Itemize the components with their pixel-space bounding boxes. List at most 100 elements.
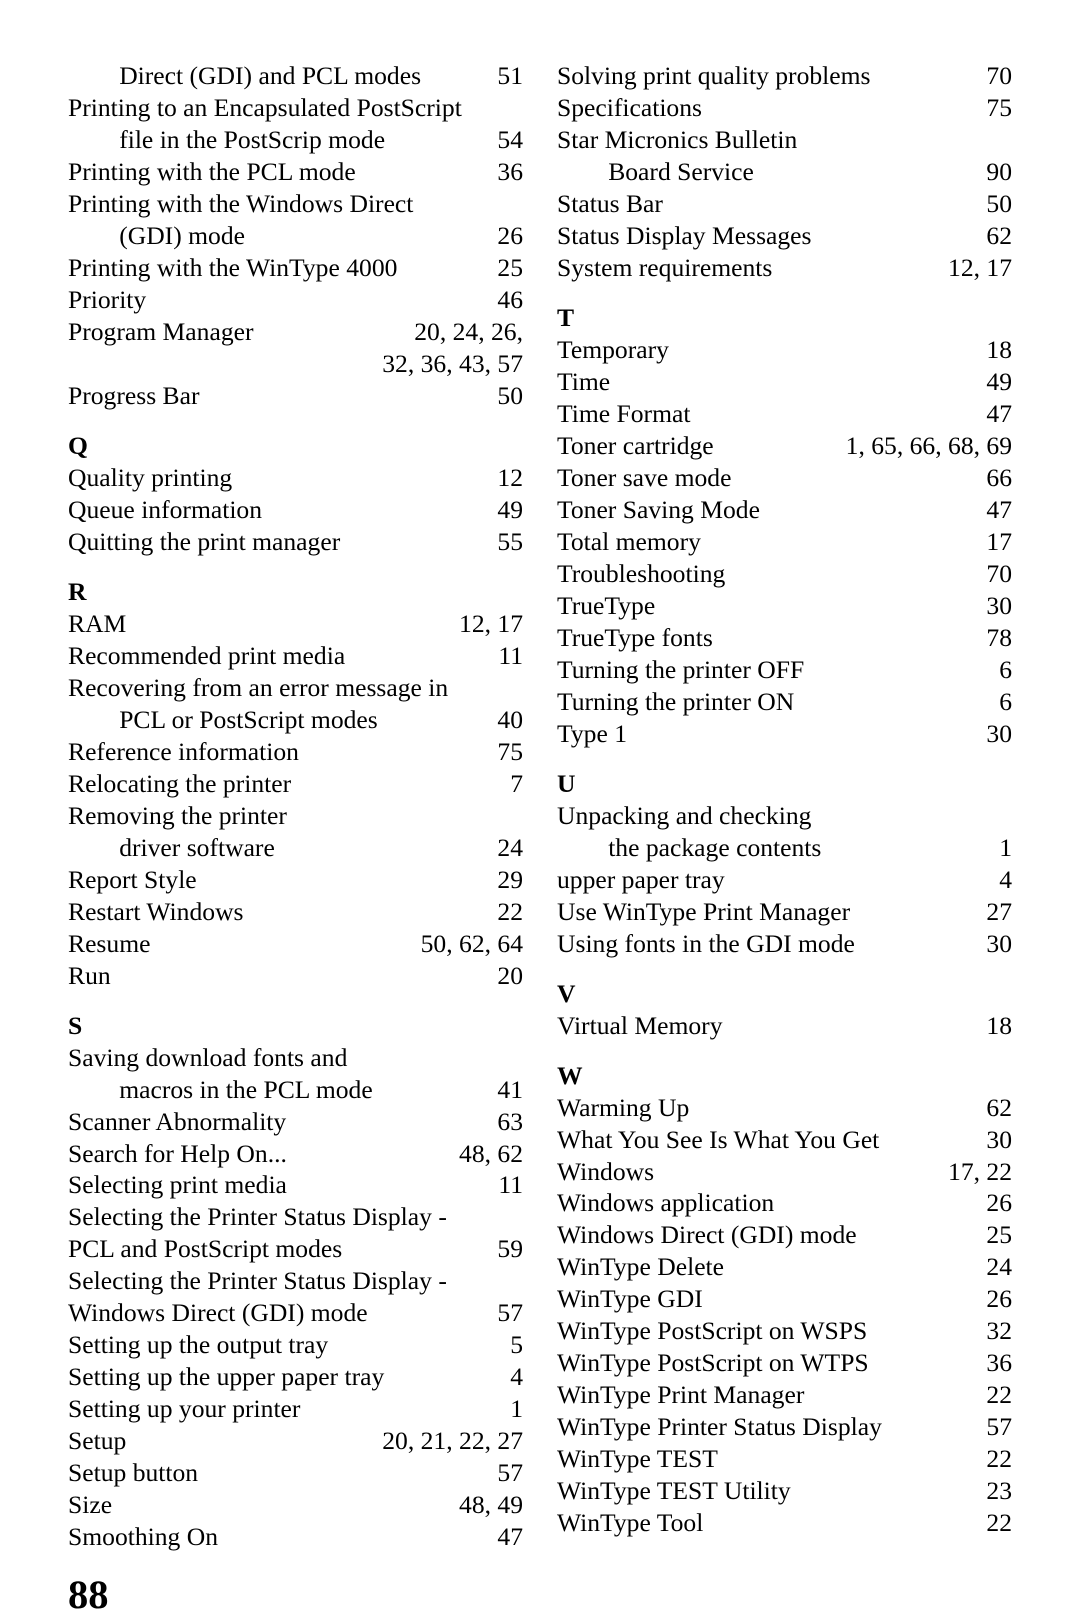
index-term: Progress Bar — [68, 380, 497, 412]
index-page: 30 — [986, 928, 1012, 960]
index-entry: Board Service90 — [557, 156, 1012, 188]
index-term: Quitting the print manager — [68, 526, 497, 558]
index-entry: driver software24 — [68, 832, 523, 864]
index-term: Selecting print media — [68, 1169, 498, 1201]
index-entry: Windows Direct (GDI) mode25 — [557, 1219, 1012, 1251]
index-entry: TrueType30 — [557, 590, 1012, 622]
index-page: 57 — [986, 1411, 1012, 1443]
index-page: 18 — [986, 1010, 1012, 1042]
index-entry: Restart Windows22 — [68, 896, 523, 928]
index-page: 4 — [510, 1361, 523, 1393]
index-entry: Run20 — [68, 960, 523, 992]
index-entry: System requirements12, 17 — [557, 252, 1012, 284]
index-term: Recommended print media — [68, 640, 498, 672]
index-entry: Total memory17 — [557, 526, 1012, 558]
index-term: Windows Direct (GDI) mode — [557, 1219, 986, 1251]
index-entry: WinType TEST Utility23 — [557, 1475, 1012, 1507]
index-term: TrueType — [557, 590, 986, 622]
index-term: Queue information — [68, 494, 497, 526]
index-page: 18 — [986, 334, 1012, 366]
index-entry: Turning the printer ON6 — [557, 686, 1012, 718]
index-term: Priority — [68, 284, 497, 316]
index-page: 50, 62, 64 — [421, 928, 523, 960]
index-entry: Printing with the Windows Direct — [68, 188, 523, 220]
index-page: 40 — [497, 704, 523, 736]
index-entry: Size48, 49 — [68, 1489, 523, 1521]
index-entry: Windows17, 22 — [557, 1156, 1012, 1188]
index-term: Temporary — [557, 334, 986, 366]
index-entry: Setting up the upper paper tray4 — [68, 1361, 523, 1393]
index-page: 17 — [986, 526, 1012, 558]
index-term: Recovering from an error message in — [68, 672, 523, 704]
index-term: WinType Print Manager — [557, 1379, 986, 1411]
index-term: Status Bar — [557, 188, 986, 220]
index-term: Turning the printer OFF — [557, 654, 999, 686]
index-term: Specifications — [557, 92, 986, 124]
index-term: (GDI) mode — [68, 220, 497, 252]
index-page: 20, 24, 26, — [414, 316, 523, 348]
index-section-heading: V — [557, 978, 1012, 1010]
index-entry: macros in the PCL mode41 — [68, 1074, 523, 1106]
index-page: 49 — [986, 366, 1012, 398]
index-entry: Resume50, 62, 64 — [68, 928, 523, 960]
index-term: Time Format — [557, 398, 986, 430]
index-term: WinType GDI — [557, 1283, 986, 1315]
index-entry: WinType GDI26 — [557, 1283, 1012, 1315]
index-page: 32 — [986, 1315, 1012, 1347]
index-term: Quality printing — [68, 462, 497, 494]
index-entry: WinType Printer Status Display57 — [557, 1411, 1012, 1443]
index-right-column: Solving print quality problems70Specific… — [557, 60, 1012, 1553]
index-page: 1, 65, 66, 68, 69 — [846, 430, 1012, 462]
index-page: 50 — [497, 380, 523, 412]
index-term: Setting up the output tray — [68, 1329, 510, 1361]
index-section-heading: R — [68, 576, 523, 608]
index-page: 26 — [986, 1283, 1012, 1315]
index-entry: Program Manager20, 24, 26, — [68, 316, 523, 348]
index-page: 59 — [497, 1233, 523, 1265]
index-entry: Temporary18 — [557, 334, 1012, 366]
index-page: 20 — [497, 960, 523, 992]
index-page: 47 — [497, 1521, 523, 1553]
index-entry: Solving print quality problems70 — [557, 60, 1012, 92]
index-term: file in the PostScrip mode — [68, 124, 497, 156]
index-term: PCL and PostScript modes — [68, 1233, 497, 1265]
index-entry: Progress Bar50 — [68, 380, 523, 412]
index-term: Relocating the printer — [68, 768, 510, 800]
index-entry: Saving download fonts and — [68, 1042, 523, 1074]
index-term: Board Service — [557, 156, 986, 188]
index-page: 6 — [999, 654, 1012, 686]
index-entry: Troubleshooting70 — [557, 558, 1012, 590]
index-entry: Type 130 — [557, 718, 1012, 750]
index-page: 46 — [497, 284, 523, 316]
index-entry: Setting up your printer1 — [68, 1393, 523, 1425]
index-entry: WinType Tool22 — [557, 1507, 1012, 1539]
index-page: 57 — [497, 1457, 523, 1489]
index-entry: WinType TEST22 — [557, 1443, 1012, 1475]
index-page: 62 — [986, 220, 1012, 252]
page-number: 88 — [68, 1571, 1012, 1618]
index-term: Report Style — [68, 864, 497, 896]
index-term: Direct (GDI) and PCL modes — [68, 60, 497, 92]
index-term: driver software — [68, 832, 497, 864]
index-page: 24 — [497, 832, 523, 864]
index-entry: Turning the printer OFF6 — [557, 654, 1012, 686]
index-section-heading: Q — [68, 430, 523, 462]
index-entry: Toner Saving Mode47 — [557, 494, 1012, 526]
index-term: Type 1 — [557, 718, 986, 750]
index-term: WinType PostScript on WTPS — [557, 1347, 986, 1379]
index-page: 11 — [498, 1169, 523, 1201]
index-page: 48, 62 — [459, 1138, 523, 1170]
index-entry: What You See Is What You Get30 — [557, 1124, 1012, 1156]
index-term: Size — [68, 1489, 459, 1521]
index-entry: Setting up the output tray5 — [68, 1329, 523, 1361]
index-page: 51 — [497, 60, 523, 92]
index-page: 75 — [497, 736, 523, 768]
index-page: 66 — [986, 462, 1012, 494]
index-term: Selecting the Printer Status Display - — [68, 1201, 523, 1233]
index-entry: Status Display Messages62 — [557, 220, 1012, 252]
index-page: 1 — [510, 1393, 523, 1425]
index-term: Virtual Memory — [557, 1010, 986, 1042]
index-page: 26 — [986, 1187, 1012, 1219]
index-page: 30 — [986, 590, 1012, 622]
index-entry: Toner save mode66 — [557, 462, 1012, 494]
